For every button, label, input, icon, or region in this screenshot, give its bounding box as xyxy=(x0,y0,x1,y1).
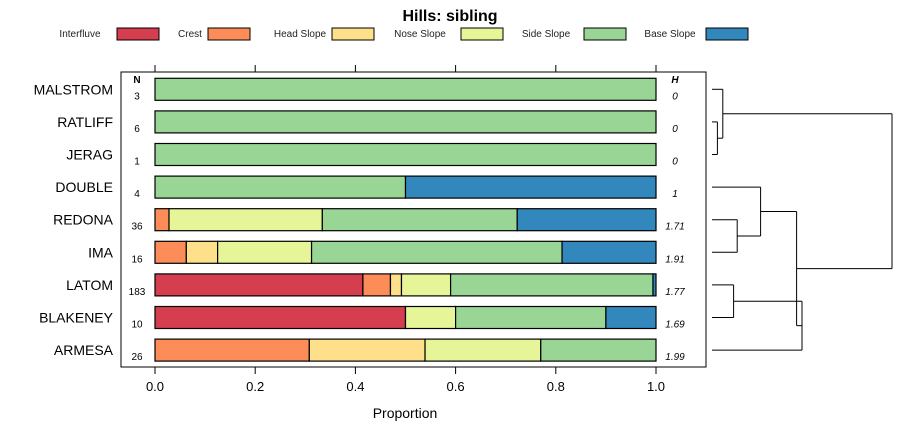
row-label: DOUBLE xyxy=(55,179,113,195)
legend-label-side-slope: Side Slope xyxy=(522,29,571,40)
bar-segment-crest xyxy=(154,338,310,362)
x-tick-label: 0.2 xyxy=(246,379,264,394)
bar-segment-interfluve xyxy=(154,273,364,297)
x-tick-label: 0.6 xyxy=(447,379,465,394)
bar-row-ratliff: RATLIFF 6 0 xyxy=(57,110,678,135)
x-tick-label: 1.0 xyxy=(647,379,665,394)
legend-label-head-slope: Head Slope xyxy=(274,29,327,40)
n-value: 6 xyxy=(134,124,140,135)
legend-label-interfluve: Interfluve xyxy=(59,29,101,40)
bar-segment-side-slope xyxy=(449,273,654,297)
bar-segment-nose-slope xyxy=(404,305,457,330)
n-value: 36 xyxy=(131,222,143,233)
row-label: REDONA xyxy=(53,212,114,228)
legend-swatch-base-slope xyxy=(705,27,749,41)
h-value: 0 xyxy=(672,124,678,135)
h-value: 1.99 xyxy=(665,352,685,363)
dendrogram xyxy=(712,88,893,351)
legend-label-crest: Crest xyxy=(178,29,202,40)
bar-segment-side-slope xyxy=(154,175,407,199)
bar-segment-side-slope xyxy=(310,240,563,264)
x-axis-title: Proportion xyxy=(373,405,438,421)
n-value: 1 xyxy=(134,157,140,168)
bar-segment-side-slope xyxy=(321,208,518,232)
bar-segment-interfluve xyxy=(154,305,407,330)
n-value: 3 xyxy=(134,91,140,102)
row-label: LATOM xyxy=(66,277,113,293)
bar-segment-head-slope xyxy=(389,273,403,297)
n-value: 10 xyxy=(131,320,143,331)
bar-segment-crest xyxy=(362,273,392,297)
bar-row-malstrom: MALSTROM 3 0 xyxy=(34,77,678,102)
bar-segment-nose-slope xyxy=(424,338,542,362)
n-column-header: N xyxy=(133,75,140,86)
bar-row-armesa: ARMESA 26 1.99 xyxy=(54,338,685,363)
h-value: 1 xyxy=(672,189,678,200)
n-value: 26 xyxy=(131,352,143,363)
bar-segment-head-slope xyxy=(308,338,426,362)
n-value: 183 xyxy=(129,287,146,298)
h-value: 0 xyxy=(672,91,678,102)
row-label: IMA xyxy=(88,244,114,260)
bar-segment-side-slope xyxy=(154,110,657,134)
legend: Interfluve Crest Head Slope Nose Slope Side … xyxy=(59,27,749,41)
bar-row-ima: IMA 16 1.91 xyxy=(88,240,685,265)
h-value: 1.69 xyxy=(665,320,685,331)
bar-segment-base-slope xyxy=(561,240,657,264)
bar-row-double: DOUBLE 4 1 xyxy=(55,175,678,200)
x-tick-label: 0.4 xyxy=(346,379,364,394)
bar-segment-nose-slope xyxy=(400,273,452,297)
x-axis: 0.0 0.2 0.4 0.6 0.8 1.0 xyxy=(146,65,665,394)
legend-swatch-interfluve xyxy=(116,27,160,41)
x-tick-label: 0.8 xyxy=(547,379,565,394)
bar-segment-side-slope xyxy=(540,338,657,362)
bar-row-redona: REDONA 36 1.71 xyxy=(53,208,685,233)
legend-label-nose-slope: Nose Slope xyxy=(394,29,446,40)
n-value: 4 xyxy=(134,189,140,200)
row-label: BLAKENEY xyxy=(39,310,114,326)
chart-title: Hills: sibling xyxy=(402,8,497,25)
bar-segment-nose-slope xyxy=(168,208,323,232)
bar-segment-side-slope xyxy=(455,305,607,330)
bar-segment-side-slope xyxy=(154,77,657,101)
bar-segment-nose-slope xyxy=(217,240,313,264)
bar-segment-base-slope xyxy=(516,208,657,232)
bar-segment-base-slope xyxy=(652,273,657,297)
row-label: JERAG xyxy=(66,147,113,163)
row-label: MALSTROM xyxy=(34,81,113,97)
legend-label-base-slope: Base Slope xyxy=(644,29,696,40)
bar-segment-crest xyxy=(154,240,187,264)
bar-segment-side-slope xyxy=(154,142,657,167)
bar-row-jerag: JERAG 1 0 xyxy=(66,142,678,168)
plot-frame xyxy=(120,71,707,368)
h-value: 1.71 xyxy=(665,222,684,233)
legend-swatch-side-slope xyxy=(583,27,627,41)
h-value: 0 xyxy=(672,157,678,168)
legend-swatch-nose-slope xyxy=(460,27,504,41)
bar-segment-base-slope xyxy=(404,175,657,199)
bar-segment-base-slope xyxy=(605,305,657,330)
bar-row-latom: LATOM 183 1.77 xyxy=(66,273,685,298)
bar-segment-crest xyxy=(154,208,170,232)
legend-swatch-head-slope xyxy=(331,27,375,41)
plot-panel: N H xyxy=(120,71,707,368)
legend-swatch-crest xyxy=(207,27,251,41)
h-value: 1.77 xyxy=(665,287,685,298)
bar-row-blakeney: BLAKENEY 10 1.69 xyxy=(39,305,685,331)
bar-segment-head-slope xyxy=(185,240,219,264)
x-tick-label: 0.0 xyxy=(146,379,164,394)
row-label: RATLIFF xyxy=(57,114,113,130)
h-column-header: H xyxy=(671,75,679,86)
h-value: 1.91 xyxy=(665,254,684,265)
row-label: ARMESA xyxy=(54,342,114,358)
n-value: 16 xyxy=(131,254,143,265)
